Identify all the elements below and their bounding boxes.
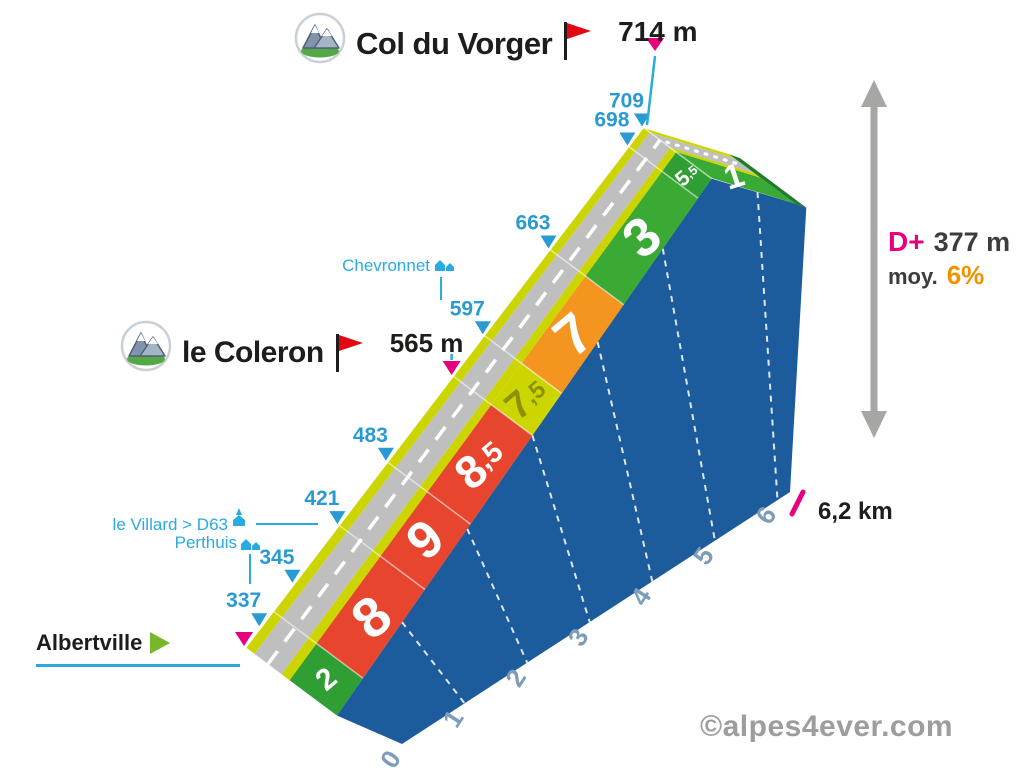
- waypoint-label: Perthuis: [175, 533, 237, 552]
- start-arrow-icon: [150, 632, 171, 654]
- summit-title: Col du Vorger 714 m: [294, 12, 698, 64]
- elevation-marker-icon: [329, 511, 346, 525]
- avg-gradient-row: moy. 6%: [888, 260, 1010, 291]
- km-grid-line: [401, 621, 466, 705]
- waypoint-label: le Villard > D63: [113, 515, 228, 534]
- gradient-segment: [316, 556, 425, 679]
- gain-value: 377 m: [933, 227, 1011, 257]
- gradient-segment: [380, 491, 471, 590]
- summit-pointer-line: [645, 55, 657, 126]
- climb-stats: D+ 377 m moy. 6%: [888, 226, 1010, 291]
- elevation-marker-icon: [251, 613, 268, 627]
- elevation-marker-icon: [540, 235, 557, 249]
- elevation-label: 663: [515, 212, 550, 235]
- elevation-label: 421: [304, 487, 339, 510]
- gradient-segment: [427, 404, 533, 525]
- waypoint-houses-icon: [241, 539, 260, 550]
- coleron-marker-icon: [442, 361, 461, 375]
- elevation-marker-icon: [474, 321, 491, 335]
- elevation-marker-icon: [634, 113, 650, 127]
- km-grid-line: [596, 341, 654, 582]
- watermark: ©alpes4ever.com: [700, 710, 954, 743]
- summit-flag-icon: [564, 22, 592, 60]
- segment-separator: [387, 461, 471, 525]
- secondary-peak-name: le Coleron: [182, 336, 324, 369]
- elevation-label: 709: [609, 90, 644, 113]
- km-grid-line: [661, 248, 716, 541]
- secondary-peak-title: le Coleron 565 m: [120, 320, 463, 374]
- elevation-label: 483: [353, 424, 388, 447]
- segment-separator: [453, 375, 533, 437]
- avg-value: 6%: [946, 260, 985, 290]
- distance-tick: [789, 489, 806, 517]
- gradient-segment: [675, 151, 796, 204]
- gain-label: D+: [888, 226, 925, 257]
- total-distance-label: 6,2 km: [818, 498, 893, 525]
- segment-separator: [643, 127, 713, 180]
- elevation-label: 345: [259, 546, 294, 569]
- elevation-marker-icon: [619, 132, 636, 146]
- km-grid-line: [531, 435, 591, 623]
- elevation-label: 698: [594, 109, 629, 132]
- elevation-marker-icon: [284, 569, 301, 583]
- secondary-peak-flag-icon: [335, 334, 363, 372]
- gradient-segment: [662, 152, 712, 199]
- arrow-down-head: [861, 411, 887, 438]
- gradient-segment: [521, 276, 624, 394]
- profile-face: [336, 178, 807, 745]
- mountain-badge-icon: [120, 320, 172, 372]
- road-edge-stripe: [246, 127, 650, 654]
- gradient-segment: [289, 643, 363, 716]
- avg-label: moy.: [888, 264, 938, 289]
- km-grid-line: [466, 528, 529, 664]
- elevation-marker-icon: [377, 447, 394, 461]
- summit-marker-icon: [646, 38, 664, 51]
- segment-separator: [339, 525, 426, 591]
- start-name: Albertville: [36, 630, 143, 655]
- waypoint-church-icon: [233, 508, 245, 526]
- waypoint-houses-icon: [435, 260, 454, 271]
- km-tick-label: 0: [374, 745, 407, 768]
- road-surface: [650, 132, 755, 174]
- hill-far-edge: [729, 154, 807, 208]
- arrow-up-head: [861, 80, 887, 107]
- road-centerline-dotted: [665, 140, 743, 167]
- secondary-peak-elevation: 565 m: [389, 328, 464, 358]
- elevation-label: 597: [450, 297, 485, 320]
- road-centerline: [266, 138, 662, 666]
- segment-separator: [273, 611, 364, 679]
- gradient-segment: [585, 171, 698, 305]
- segment-separator: [484, 335, 563, 395]
- start-label: Albertville: [36, 630, 240, 667]
- summit-elevation: 714 m: [618, 16, 698, 47]
- mountain-badge-icon: [294, 12, 346, 64]
- elevation-gain-row: D+ 377 m: [888, 226, 1010, 258]
- start-marker-icon: [235, 632, 253, 646]
- segment-separator: [628, 146, 699, 199]
- waypoint-label: Chevronnet: [342, 256, 430, 275]
- road-edge-stripe: [644, 128, 736, 159]
- segment-separator: [550, 249, 625, 306]
- road-edge-stripe: [281, 147, 677, 681]
- summit-name: Col du Vorger: [356, 26, 553, 61]
- elevation-label: 337: [226, 589, 261, 612]
- road-edge-stripe: [669, 147, 761, 178]
- km-grid-line: [756, 192, 779, 501]
